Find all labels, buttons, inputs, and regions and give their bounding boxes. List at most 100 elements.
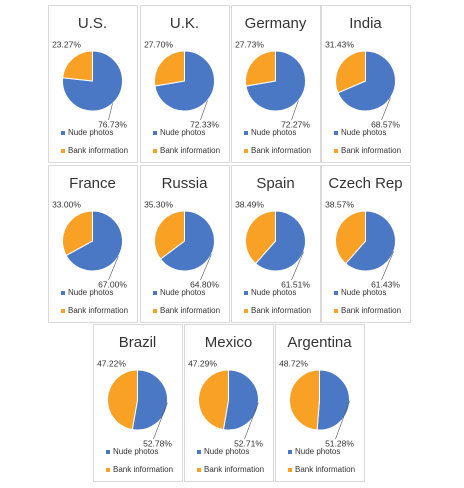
legend-label: Bank information xyxy=(295,465,355,474)
data-label: 52.78% xyxy=(143,438,172,448)
leader-line xyxy=(381,251,394,281)
pie-panel: U.K. 72.33% 27.70% Nude photos Bank informat… xyxy=(140,5,230,163)
chart-title: Brazil xyxy=(119,334,157,351)
pie-panel: Mexico 52.71% 47.29% Nude photos Bank inform… xyxy=(184,324,274,482)
legend-label: Nude photos xyxy=(251,288,296,297)
leader-line xyxy=(381,97,391,121)
leader-line xyxy=(244,402,259,440)
pie-slice xyxy=(254,210,306,272)
legend-swatch xyxy=(334,291,338,295)
pie-panel: Czech Rep 61.43% 38.57% Nude photos Bank inf… xyxy=(321,165,411,323)
pie-panel: Spain 61.51% 38.49% Nude photos Bank informa… xyxy=(231,165,321,323)
pie-slice xyxy=(289,369,320,431)
legend-swatch xyxy=(197,450,201,454)
pie-slice xyxy=(245,210,276,265)
pie-slice xyxy=(335,210,366,265)
pie-slice xyxy=(337,50,396,112)
legend-label: Nude photos xyxy=(295,447,340,456)
data-label: 64.80% xyxy=(190,279,219,289)
chart-title: Argentina xyxy=(287,334,352,351)
legend-swatch xyxy=(61,309,65,313)
data-label: 31.43% xyxy=(325,39,354,49)
chart-title: U.S. xyxy=(78,15,107,32)
legend-label: Nude photos xyxy=(341,128,386,137)
data-label: 72.33% xyxy=(190,119,219,129)
legend-swatch xyxy=(244,309,248,313)
legend-swatch xyxy=(244,291,248,295)
legend-swatch xyxy=(334,131,338,135)
legend-label: Nude photos xyxy=(204,447,249,456)
legend-swatch xyxy=(153,309,157,313)
legend-label: Bank information xyxy=(113,465,173,474)
pie-slice xyxy=(107,369,138,431)
legend-label: Bank information xyxy=(341,306,401,315)
legend-swatch xyxy=(106,450,110,454)
data-label: 38.57% xyxy=(325,199,354,209)
data-label: 47.29% xyxy=(188,358,217,368)
chart-title: Mexico xyxy=(205,334,253,351)
data-label: 27.73% xyxy=(235,39,264,49)
data-label: 47.22% xyxy=(97,358,126,368)
pie-slice xyxy=(62,210,93,257)
pie-panel: U.S. 76.73% 23.27% Nude photos Bank informat… xyxy=(48,5,138,163)
chart-title: Czech Rep xyxy=(328,175,402,192)
pie-slice xyxy=(335,50,366,94)
pie-panel: Germany 72.27% 27.73% Nude photos Bank infor… xyxy=(231,5,321,163)
legend-swatch xyxy=(197,468,201,472)
data-label: 38.49% xyxy=(235,199,264,209)
legend-label: Bank information xyxy=(341,146,401,155)
legend-swatch xyxy=(153,291,157,295)
legend-swatch xyxy=(288,450,292,454)
leader-line xyxy=(200,100,208,121)
legend-swatch xyxy=(61,291,65,295)
pie-slice xyxy=(345,210,396,272)
pie-panel: Brazil 52.78% 47.22% Nude photos Bank inform… xyxy=(93,324,183,482)
chart-title: India xyxy=(349,15,382,32)
data-label: 35.30% xyxy=(144,199,173,209)
legend-swatch xyxy=(334,149,338,153)
leader-line xyxy=(153,402,168,440)
chart-title: Russia xyxy=(162,175,209,192)
legend-label: Bank information xyxy=(68,306,128,315)
pie-slice xyxy=(316,369,350,431)
data-label: 48.72% xyxy=(279,358,308,368)
data-label: 33.00% xyxy=(52,199,81,209)
pie-slice xyxy=(154,50,185,87)
data-label: 67.00% xyxy=(98,279,127,289)
data-label: 52.71% xyxy=(234,438,263,448)
chart-title: Spain xyxy=(256,175,294,192)
legend-label: Bank information xyxy=(68,146,128,155)
data-label: 27.70% xyxy=(144,39,173,49)
legend-swatch xyxy=(244,131,248,135)
legend-label: Bank information xyxy=(251,146,311,155)
legend-label: Nude photos xyxy=(251,128,296,137)
pie-slice xyxy=(198,369,229,431)
data-label: 72.27% xyxy=(281,119,310,129)
legend-label: Nude photos xyxy=(113,447,158,456)
data-label: 51.28% xyxy=(325,438,354,448)
data-label: 68.57% xyxy=(371,119,400,129)
leader-line xyxy=(200,254,212,281)
leader-line xyxy=(108,103,113,121)
legend-label: Bank information xyxy=(160,306,220,315)
legend-swatch xyxy=(244,149,248,153)
legend-label: Nude photos xyxy=(160,128,205,137)
pie-slice xyxy=(65,210,123,272)
chart-title: France xyxy=(69,175,116,192)
pie-panel: India 68.57% 31.43% Nude photos Bank informa… xyxy=(321,5,411,163)
legend-label: Nude photos xyxy=(341,288,386,297)
legend-label: Nude photos xyxy=(160,288,205,297)
legend-label: Bank information xyxy=(160,146,220,155)
pie-panel: Argentina 51.28% 48.72% Nude photos Bank inf… xyxy=(275,324,365,482)
leader-line xyxy=(291,100,299,121)
leader-line xyxy=(335,401,350,440)
pie-slice xyxy=(62,50,93,82)
legend-swatch xyxy=(153,149,157,153)
legend-swatch xyxy=(61,131,65,135)
chart-title: Germany xyxy=(245,15,307,32)
legend-label: Bank information xyxy=(251,306,311,315)
chart-title: U.K. xyxy=(170,15,199,32)
legend-label: Nude photos xyxy=(68,288,113,297)
data-label: 76.73% xyxy=(98,119,127,129)
